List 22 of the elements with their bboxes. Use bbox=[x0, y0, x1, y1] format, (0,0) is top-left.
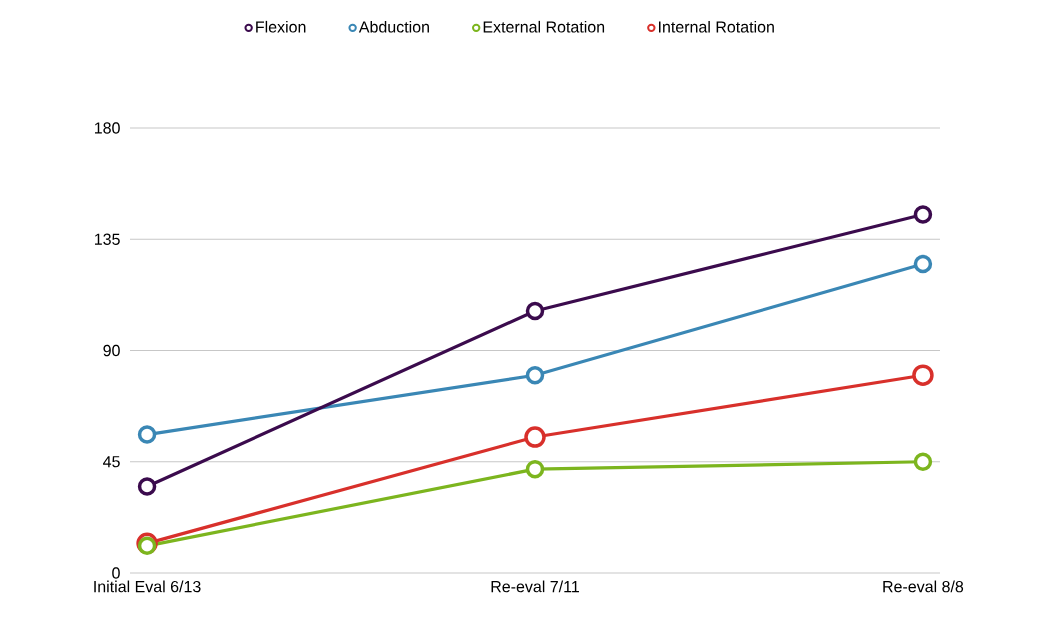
point bbox=[137, 477, 157, 496]
point bbox=[525, 365, 545, 385]
legend-label: External Rotation bbox=[483, 20, 605, 33]
x-tick-label: Re-eval 8/8 bbox=[883, 580, 964, 593]
x-tick-label: Initial Eval 6/13 bbox=[94, 580, 201, 593]
y-tick-label: 135 bbox=[95, 233, 120, 245]
point bbox=[525, 459, 545, 479]
point bbox=[913, 254, 933, 274]
y-tick-label: 90 bbox=[103, 344, 120, 357]
legend-label: Internal Rotation bbox=[659, 20, 774, 33]
point bbox=[137, 425, 157, 444]
point bbox=[524, 426, 546, 448]
x-tick-label: Re-eval 7/11 bbox=[491, 580, 579, 593]
y-tick-label: 0 bbox=[112, 567, 120, 579]
point bbox=[913, 205, 933, 224]
point bbox=[912, 364, 934, 386]
legend-label: Flexion bbox=[256, 20, 306, 33]
point bbox=[913, 452, 933, 471]
point bbox=[525, 301, 545, 321]
y-tick-label: 180 bbox=[95, 122, 120, 134]
legend-label: Abduction bbox=[358, 20, 429, 33]
y-tick-label: 45 bbox=[103, 456, 120, 468]
